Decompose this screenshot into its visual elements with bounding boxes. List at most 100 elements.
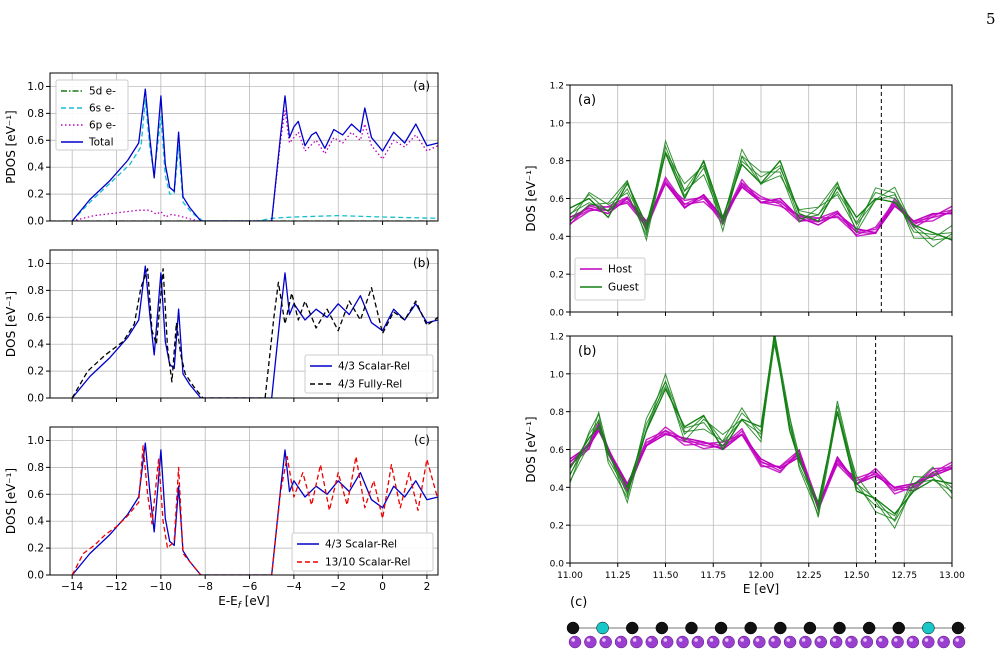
guest-atom bbox=[922, 621, 935, 635]
legend-label: 13/10 Scalar-Rel bbox=[325, 557, 410, 569]
plot-area bbox=[50, 88, 438, 221]
substrate-atom bbox=[614, 635, 628, 649]
substrate-atom bbox=[768, 635, 781, 649]
host-atom bbox=[714, 621, 728, 635]
x-tick-label: −8 bbox=[197, 581, 212, 593]
plot-area bbox=[71, 442, 438, 575]
host-atom bbox=[655, 621, 669, 635]
legend-label: Host bbox=[608, 264, 632, 276]
atom-highlight bbox=[602, 638, 606, 642]
legend-label: Guest bbox=[608, 282, 639, 294]
host-atom bbox=[951, 621, 965, 635]
y-tick-label: 0.6 bbox=[550, 446, 565, 456]
y-axis-label: DOS [eV⁻¹] bbox=[4, 468, 18, 534]
atom-highlight bbox=[847, 638, 852, 642]
y-axis-label: DOS [eV⁻¹] bbox=[524, 416, 538, 482]
substrate-atom bbox=[599, 635, 612, 649]
series-line-4-3-scalar-rel bbox=[71, 442, 438, 575]
y-tick-label: 0.2 bbox=[27, 366, 44, 378]
atom-highlight bbox=[740, 638, 744, 642]
series-line-total bbox=[71, 88, 438, 221]
x-tick-label: −2 bbox=[330, 581, 345, 593]
panel-label: (b) bbox=[413, 256, 430, 270]
legend-label: Total bbox=[88, 137, 114, 149]
substrate-atom bbox=[783, 635, 797, 649]
atom-highlight bbox=[725, 638, 729, 642]
host-atom bbox=[803, 621, 817, 635]
x-axis-label: E [eV] bbox=[743, 582, 779, 596]
plot-area bbox=[570, 139, 952, 248]
substrate-atom bbox=[829, 635, 843, 649]
y-tick-label: 1.0 bbox=[27, 435, 44, 447]
legend-label: 6p e- bbox=[89, 120, 116, 132]
x-tick-label: 12.50 bbox=[844, 571, 870, 581]
x-axis-label-rest: [eV] bbox=[241, 594, 270, 608]
y-tick-label: 1.2 bbox=[550, 333, 564, 343]
series-line-4-3-scalar-rel bbox=[71, 265, 438, 398]
substrate-atom bbox=[845, 635, 858, 649]
series-line-host-copy bbox=[570, 175, 952, 236]
series-line-guest-copy bbox=[570, 152, 952, 241]
atom-highlight bbox=[924, 638, 929, 642]
x-tick-label: 0 bbox=[379, 581, 386, 593]
y-tick-label: 0.8 bbox=[27, 285, 44, 297]
x-tick-label: 11.50 bbox=[653, 571, 679, 581]
legend-box bbox=[304, 354, 434, 394]
y-tick-label: 1.0 bbox=[27, 258, 44, 270]
y-tick-label: 0.0 bbox=[550, 309, 565, 319]
y-tick-label: 0.8 bbox=[550, 408, 565, 418]
axes-frame bbox=[49, 249, 439, 399]
series-line-4-3-fully-rel bbox=[71, 268, 438, 398]
y-tick-label: 0.4 bbox=[550, 233, 565, 243]
x-tick-label: −10 bbox=[150, 581, 172, 593]
y-tick-label: 0.4 bbox=[550, 484, 565, 494]
x-axis-label: E-Ef [eV] bbox=[218, 594, 269, 611]
x-tick-label: 12.75 bbox=[891, 571, 917, 581]
substrate-atom bbox=[630, 635, 643, 649]
host-atom bbox=[833, 621, 846, 635]
panel-a-right: 0.0 0.2 0.4 0.6 0.8 1.0 1.2 DOS [eV⁻¹] (a) Host Gu… bbox=[524, 82, 953, 319]
x-axis-label-subscript: f bbox=[238, 601, 243, 611]
series-line-guest-copy bbox=[570, 336, 952, 521]
guest-atom bbox=[596, 621, 609, 635]
substrate-atom bbox=[706, 635, 720, 649]
panel-a-left: 0.0 0.2 0.4 0.6 0.8 1.0 PDOS [eV⁻¹] (a) 5d e- 6s … bbox=[4, 72, 439, 228]
atom-highlight bbox=[878, 638, 883, 642]
plot-area bbox=[570, 336, 952, 530]
y-tick-label: 0.8 bbox=[27, 108, 44, 120]
host-atom bbox=[685, 621, 698, 635]
substrate-atom bbox=[722, 635, 735, 649]
atom-highlight bbox=[786, 638, 791, 642]
y-tick-label: 0.6 bbox=[27, 312, 44, 324]
atom-highlight bbox=[755, 638, 760, 642]
y-tick-label: 1.2 bbox=[550, 82, 564, 92]
series-line-13-10-scalar-rel bbox=[71, 445, 438, 575]
substrate-atom bbox=[691, 635, 705, 649]
atom-highlight bbox=[893, 638, 898, 642]
y-tick-label: 1.0 bbox=[27, 81, 44, 93]
atom-highlight bbox=[648, 638, 652, 642]
substrate-atom bbox=[737, 635, 751, 649]
y-tick-label: 0.6 bbox=[27, 135, 44, 147]
y-tick-label: 0.2 bbox=[27, 189, 44, 201]
atom-highlight bbox=[955, 638, 959, 642]
substrate-atom bbox=[799, 635, 812, 649]
x-tick-label: −14 bbox=[61, 581, 83, 593]
y-tick-label: 0.6 bbox=[550, 195, 565, 205]
legend-label: 4/3 Scalar-Rel bbox=[325, 539, 397, 551]
substrate-atom bbox=[937, 635, 950, 649]
y-axis-label: DOS [eV⁻¹] bbox=[524, 165, 538, 231]
plot-area bbox=[71, 265, 438, 398]
y-tick-label: 0.2 bbox=[550, 271, 564, 281]
y-tick-label: 0.8 bbox=[27, 462, 44, 474]
substrate-atom bbox=[906, 635, 920, 649]
axes-frame bbox=[49, 426, 439, 576]
y-axis-label: DOS [eV⁻¹] bbox=[4, 291, 18, 357]
panel-label: (c) bbox=[414, 433, 430, 447]
panel-c-label: (c) bbox=[570, 595, 587, 610]
axes-frame bbox=[49, 72, 439, 222]
y-tick-label: 0.2 bbox=[27, 543, 44, 555]
host-atom bbox=[774, 621, 787, 635]
y-tick-label: 0.4 bbox=[27, 516, 44, 528]
